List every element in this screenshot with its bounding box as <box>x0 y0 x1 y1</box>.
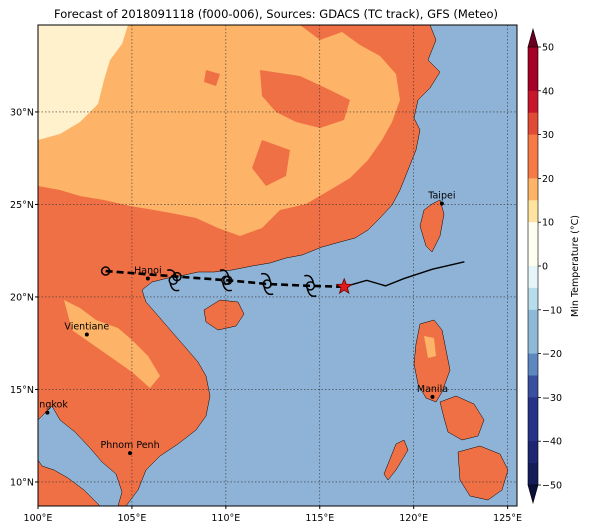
cyclone-symbol <box>304 274 317 297</box>
colorbar-max-arrow <box>527 27 539 48</box>
cyclone-eye <box>221 275 231 286</box>
city-dot <box>439 201 444 206</box>
cyclone-arm <box>263 286 274 296</box>
colorbar-band <box>528 353 538 376</box>
cyclone-symbol <box>167 269 180 292</box>
cyclone-symbol <box>260 272 274 296</box>
colorbar-band <box>528 222 538 245</box>
colorbar-band <box>528 244 538 267</box>
y-tick-label: 30°N <box>10 107 34 118</box>
colorbar-band <box>528 134 538 157</box>
colorbar-band <box>528 309 538 333</box>
colorbar-band <box>528 266 538 289</box>
colorbar-tick-label: −20 <box>542 349 562 360</box>
colorbar-tick-label: 50 <box>542 43 554 54</box>
x-tick-label: 115°E <box>305 513 334 524</box>
philippine-mild-zone <box>424 336 436 358</box>
colorbar-tick-label: 30 <box>542 130 554 141</box>
interior-mild-zone <box>38 25 400 236</box>
city-label: Taipei <box>427 191 455 202</box>
city-dot <box>45 410 50 415</box>
x-tick-label: 125°E <box>493 513 522 524</box>
city-markers: Taipei Hanoi Vientiane Manila Bangkok Phnom P… <box>27 191 455 456</box>
luzon <box>413 319 451 403</box>
colorbar-band <box>528 419 538 442</box>
latitude-ticks: 10°N 15°N 20°N 25°N 30°N <box>10 107 38 488</box>
colorbar-tick-label: 0 <box>542 262 548 273</box>
colorbar-tick-label: −30 <box>542 393 562 404</box>
longitude-ticks: 100°E 105°E 110°E 115°E 120°E 125°E <box>24 506 522 524</box>
highland-mild-zone <box>64 300 160 388</box>
x-tick-label: 105°E <box>117 513 146 524</box>
colorbar-band <box>528 375 538 398</box>
colorbar-band <box>528 112 538 135</box>
city-label: Vientiane <box>64 322 109 333</box>
colorbar-tick-label: −50 <box>542 481 562 492</box>
colorbar-tick-label: −10 <box>542 305 562 316</box>
cyclone-eye <box>262 279 272 289</box>
cyclone-arm <box>306 288 317 297</box>
mindanao <box>457 445 509 501</box>
y-tick-label: 10°N <box>10 477 34 488</box>
colorbar-band <box>528 287 538 311</box>
past-track-line <box>343 261 465 288</box>
colorbar-band <box>528 463 538 486</box>
interior-warm-patch <box>204 70 220 86</box>
colorbar-band <box>528 441 538 464</box>
colorbar-tick-label: 40 <box>542 86 554 97</box>
y-tick-label: 20°N <box>10 292 34 303</box>
graticule <box>38 25 517 506</box>
colorbar-band <box>528 90 538 114</box>
cyclone-symbol <box>219 269 233 292</box>
colorbar-min-arrow <box>527 484 539 505</box>
y-tick-label: 25°N <box>10 200 34 211</box>
cyclone-arm <box>169 283 180 292</box>
colorbar-tick-label: −40 <box>542 437 562 448</box>
y-tick-label: 15°N <box>10 385 34 396</box>
cyclone-arm <box>167 269 177 278</box>
colorbar-label: Min Temperature (°C) <box>570 215 581 317</box>
city-label: Manila <box>417 384 448 395</box>
colorbar-band <box>528 397 538 420</box>
colorbar-band <box>528 200 538 223</box>
current-position-star <box>335 277 353 295</box>
forecast-point-marker <box>100 266 111 276</box>
city-label: Bangkok <box>27 400 68 411</box>
cyclone-arm <box>260 272 271 282</box>
map-frame <box>37 24 518 507</box>
colorbar-tick-label: 20 <box>542 174 554 185</box>
palawan <box>383 439 409 481</box>
visayas-islands <box>439 395 485 441</box>
forecast-track-line <box>105 269 345 289</box>
colorbar-band <box>528 47 538 70</box>
colorbar-band <box>528 68 538 92</box>
city-label: Hanoi <box>134 265 161 276</box>
interior-warm-patch <box>252 140 290 186</box>
colorbar-band <box>528 178 538 201</box>
gulf-of-thailand <box>38 405 123 506</box>
cyclone-arm <box>304 274 315 284</box>
cyclone-eye <box>168 275 178 286</box>
colorbar-band <box>528 331 538 354</box>
figure-title: Forecast of 2018091118 (f000-006), Sourc… <box>54 7 498 21</box>
colorbar: 50 40 30 20 10 0 −10 −20 −30 −40 −50 <box>527 27 562 505</box>
cyclone-arm <box>219 269 230 278</box>
city-dot <box>84 332 89 337</box>
cool-zone <box>38 25 128 140</box>
x-tick-label: 120°E <box>399 513 428 524</box>
city-dot <box>128 451 133 456</box>
x-tick-label: 110°E <box>211 513 240 524</box>
cyclone-eye <box>305 281 316 291</box>
city-label: Phnom Penh <box>100 440 159 451</box>
city-dot <box>145 276 150 281</box>
colorbar-tick-label: 10 <box>542 218 554 229</box>
interior-warm-patch <box>260 70 350 128</box>
temperature-map: Taipei Hanoi Vientiane Manila Bangkok Phnom P… <box>27 25 517 506</box>
cyclone-track <box>100 261 465 297</box>
colorbar-band <box>528 156 538 179</box>
x-tick-label: 100°E <box>24 513 53 524</box>
cyclone-arm <box>222 283 233 292</box>
city-dot <box>430 394 435 399</box>
hainan <box>203 299 245 331</box>
